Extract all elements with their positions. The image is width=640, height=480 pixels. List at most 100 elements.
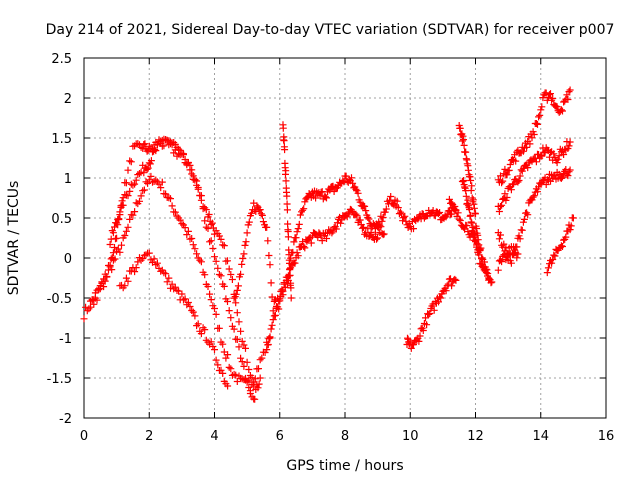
track-p-point <box>498 258 506 266</box>
track-l-point <box>485 274 493 282</box>
track-q-point <box>569 214 577 222</box>
x-tick-label: 16 <box>598 429 615 444</box>
track-a-point <box>181 224 189 232</box>
track-c-point <box>233 336 241 343</box>
track-f-point <box>371 230 379 238</box>
track-a-point <box>168 202 176 210</box>
track-o-point <box>566 166 574 174</box>
track-e-point <box>253 202 261 210</box>
track-a-point <box>225 363 233 371</box>
track-m-point <box>519 147 527 155</box>
track-b-point <box>228 276 236 283</box>
track-c-point <box>235 343 243 351</box>
track-b-point <box>242 344 249 352</box>
grid-lines <box>84 58 606 418</box>
track-b-point <box>160 142 168 150</box>
track-a-point <box>191 245 199 253</box>
y-tick-label: 0.5 <box>51 212 72 227</box>
track-c-point <box>227 314 235 322</box>
track-e-point <box>365 215 373 223</box>
track-a-point <box>201 271 209 279</box>
track-c-point <box>191 176 199 183</box>
track-p-point <box>513 254 521 262</box>
track-d-point <box>163 278 171 286</box>
track-l-point <box>451 206 459 214</box>
track-b-point <box>219 241 227 249</box>
track-b-point <box>134 140 142 148</box>
track-m-point <box>559 107 566 115</box>
track-a-point <box>193 250 201 258</box>
track-k-point <box>467 211 475 219</box>
track-b-point <box>108 254 116 262</box>
track-h-point <box>429 207 437 214</box>
track-c-point <box>115 216 123 223</box>
track-a-point <box>118 241 125 249</box>
track-b-point <box>217 235 225 243</box>
track-b-point <box>224 257 231 265</box>
track-e-point <box>296 211 304 219</box>
track-a-point <box>188 235 196 242</box>
track-e-point <box>294 225 302 233</box>
track-c-point <box>196 192 204 200</box>
track-a-point <box>196 256 204 264</box>
track-q-point <box>567 222 575 230</box>
track-e-point <box>300 205 308 213</box>
track-e-point <box>361 202 369 210</box>
track-m-point <box>535 113 543 121</box>
track-a-point <box>215 324 223 332</box>
track-d-point <box>209 343 217 350</box>
track-o-point <box>495 235 503 243</box>
track-h-point <box>448 210 456 218</box>
track-m-point <box>564 96 572 103</box>
track-c-point <box>243 377 251 385</box>
track-e-point <box>259 218 267 226</box>
track-g-point <box>283 192 291 200</box>
track-o-point <box>534 188 541 196</box>
track-n-point <box>503 194 511 201</box>
track-g-point <box>282 177 290 185</box>
track-n-point <box>515 177 523 184</box>
track-d-point <box>139 255 147 262</box>
track-i-point <box>437 294 445 302</box>
track-b-point <box>122 179 130 187</box>
track-f-point <box>364 225 372 233</box>
track-m-point <box>549 95 557 102</box>
track-a-point <box>129 211 137 219</box>
track-m-point <box>557 106 565 114</box>
track-b-point <box>93 296 101 304</box>
track-a-point <box>144 179 152 187</box>
x-tick-label: 6 <box>276 429 284 444</box>
track-g-point <box>282 167 290 175</box>
track-e-point <box>266 261 274 269</box>
track-c-point <box>217 272 225 280</box>
track-g-point <box>283 206 291 214</box>
track-h-point <box>379 214 387 221</box>
track-b-point <box>124 166 132 174</box>
track-g-point <box>286 271 294 279</box>
track-c-point <box>144 164 152 172</box>
track-f-point <box>337 219 345 227</box>
track-b-point <box>103 273 111 281</box>
track-b-point <box>90 300 98 308</box>
track-c-point <box>246 390 254 397</box>
track-b-point <box>109 249 117 257</box>
track-c-point <box>197 196 205 204</box>
track-b-point <box>240 341 248 349</box>
track-a-point <box>108 266 116 274</box>
track-l-point <box>469 233 477 241</box>
track-f-point <box>271 311 279 319</box>
track-c-point <box>151 146 159 153</box>
track-h-point <box>394 204 402 212</box>
track-n-point <box>555 152 563 160</box>
track-h-point <box>382 205 390 213</box>
track-m-point <box>505 166 513 174</box>
y-axis-label: SDTVAR / TECUs <box>6 181 22 296</box>
track-m-point <box>532 120 540 127</box>
track-g-point <box>287 284 295 292</box>
track-e-point <box>349 179 357 187</box>
track-b-point <box>98 278 106 286</box>
track-m-point <box>537 106 545 114</box>
track-d-point <box>207 338 215 346</box>
track-f-point <box>287 264 295 272</box>
